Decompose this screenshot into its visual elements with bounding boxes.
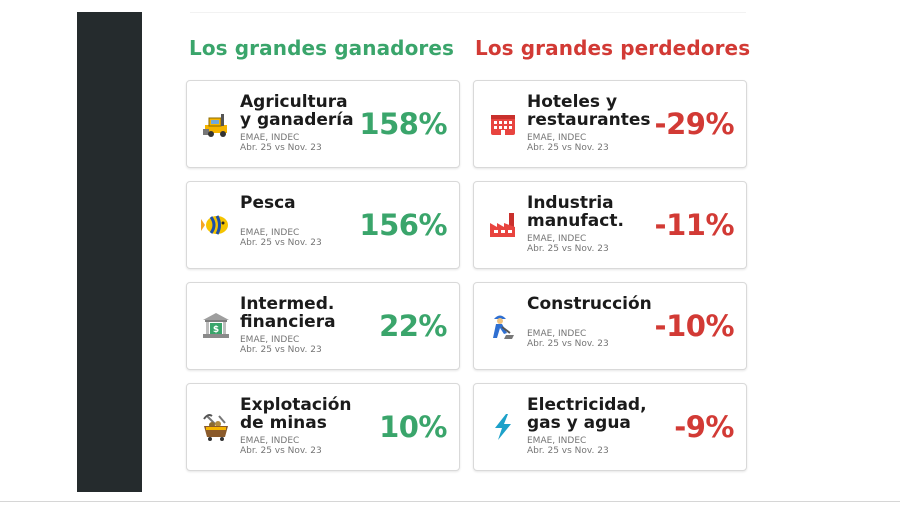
change-value: -10%: [654, 309, 735, 343]
sector-name: Construcción: [527, 295, 702, 313]
period-label: Abr. 25 vs Nov. 23: [527, 339, 609, 349]
period-label: Abr. 25 vs Nov. 23: [527, 446, 609, 456]
sector-name-line1: Agricultura: [240, 92, 348, 112]
sector-name-line2: gas y agua: [527, 413, 631, 433]
period-label: Abr. 25 vs Nov. 23: [240, 446, 322, 456]
sector-name: Agricultura y ganadería: [240, 93, 415, 129]
lightning-icon: [488, 412, 518, 442]
period-label: Abr. 25 vs Nov. 23: [527, 244, 609, 254]
source-label: EMAE, INDEC: [240, 133, 300, 143]
change-value: -29%: [654, 107, 735, 141]
winners-title: Los grandes ganadores: [189, 36, 455, 60]
harvester-icon: [201, 109, 231, 139]
period-label: Abr. 25 vs Nov. 23: [240, 143, 322, 153]
source-label: EMAE, INDEC: [527, 329, 587, 339]
dark-side-panel: [77, 12, 142, 492]
period-label: Abr. 25 vs Nov. 23: [240, 345, 322, 355]
losers-title: Los grandes perdedores: [475, 36, 751, 60]
sector-name-line2: financiera: [240, 312, 336, 332]
period-label: Abr. 25 vs Nov. 23: [240, 238, 322, 248]
factory-icon: [488, 210, 518, 240]
loser-card-electricidad: Electricidad, gas y agua EMAE, INDEC Abr…: [473, 383, 747, 471]
svg-text:$: $: [213, 325, 219, 335]
sector-name-line2: manufact.: [527, 211, 624, 231]
sector-name-line1: Construcción: [527, 294, 652, 314]
winner-card-minas: Explotación de minas EMAE, INDEC Abr. 25…: [186, 383, 460, 471]
hotel-icon: [488, 109, 518, 139]
bank-icon: $: [201, 311, 231, 341]
sector-name-line2: y ganadería: [240, 110, 354, 130]
source-label: EMAE, INDEC: [527, 234, 587, 244]
sector-name: Hoteles y restaurantes: [527, 93, 702, 129]
sector-name: Explotación de minas: [240, 396, 415, 432]
fish-icon: [201, 210, 231, 240]
change-value: 158%: [359, 107, 447, 141]
change-value: -9%: [674, 410, 734, 444]
period-label: Abr. 25 vs Nov. 23: [527, 143, 609, 153]
sector-name-line2: de minas: [240, 413, 327, 433]
loser-card-hoteles: Hoteles y restaurantes EMAE, INDEC Abr. …: [473, 80, 747, 168]
sector-name: Pesca: [240, 194, 415, 212]
bottom-divider: [0, 501, 900, 502]
sector-name-line1: Industria: [527, 193, 614, 213]
sector-name-line2: restaurantes: [527, 110, 651, 130]
source-label: EMAE, INDEC: [240, 335, 300, 345]
sector-name-line1: Hoteles y: [527, 92, 618, 112]
change-value: 22%: [379, 309, 447, 343]
change-value: 10%: [379, 410, 447, 444]
loser-card-industria: Industria manufact. EMAE, INDEC Abr. 25 …: [473, 181, 747, 269]
sector-name-line1: Electricidad,: [527, 395, 647, 415]
source-label: EMAE, INDEC: [527, 133, 587, 143]
source-label: EMAE, INDEC: [527, 436, 587, 446]
top-divider: [190, 12, 746, 13]
source-label: EMAE, INDEC: [240, 228, 300, 238]
change-value: -11%: [654, 208, 735, 242]
sector-name: Industria manufact.: [527, 194, 702, 230]
sector-name-line1: Pesca: [240, 193, 296, 213]
winner-card-agricultura: Agricultura y ganadería EMAE, INDEC Abr.…: [186, 80, 460, 168]
construction-worker-icon: [488, 311, 518, 341]
sector-name: Intermed. financiera: [240, 295, 415, 331]
sector-name: Electricidad, gas y agua: [527, 396, 702, 432]
sector-name-line1: Intermed.: [240, 294, 335, 314]
mine-cart-icon: [201, 412, 231, 442]
winner-card-pesca: Pesca EMAE, INDEC Abr. 25 vs Nov. 23 156…: [186, 181, 460, 269]
loser-card-construccion: Construcción EMAE, INDEC Abr. 25 vs Nov.…: [473, 282, 747, 370]
change-value: 156%: [359, 208, 447, 242]
source-label: EMAE, INDEC: [240, 436, 300, 446]
winner-card-financiera: $ Intermed. financiera EMAE, INDEC Abr. …: [186, 282, 460, 370]
sector-name-line1: Explotación: [240, 395, 352, 415]
